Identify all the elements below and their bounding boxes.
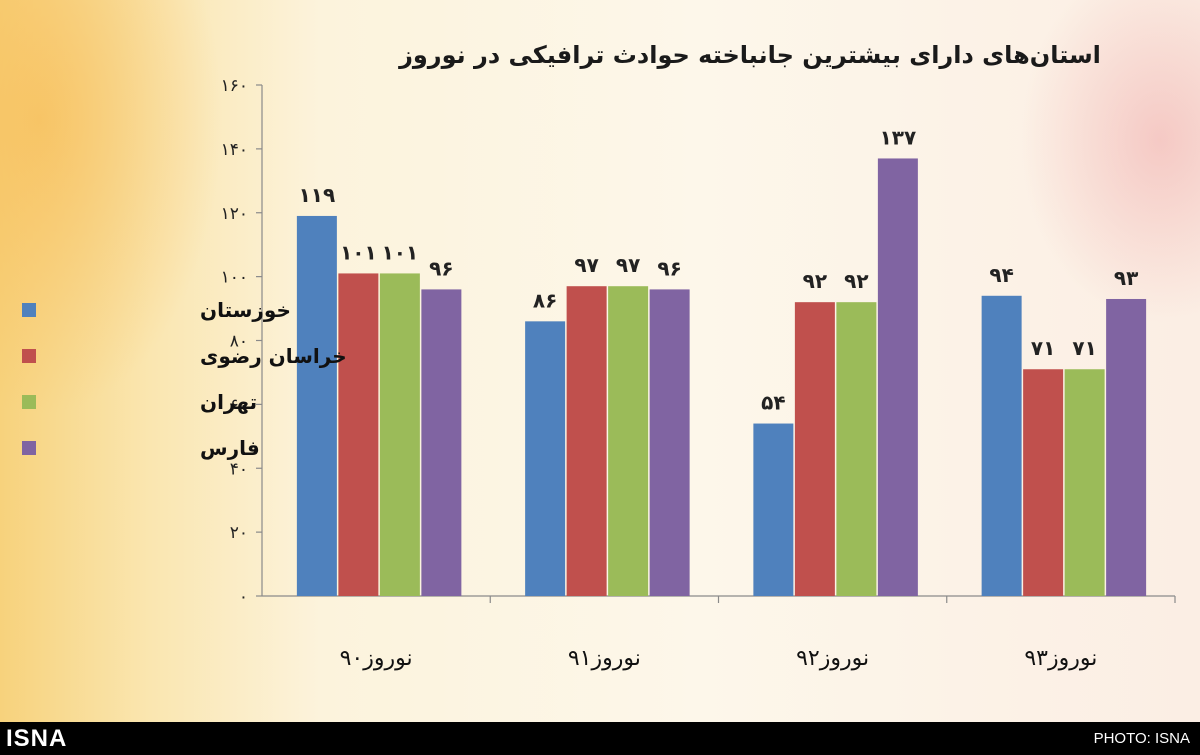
bar	[649, 289, 690, 596]
y-tick-label: ۸۰	[230, 332, 248, 352]
bar	[566, 286, 607, 596]
legend-label: فارس	[200, 436, 260, 460]
data-label: ۵۴	[761, 391, 785, 415]
data-label: ۹۲	[844, 269, 868, 293]
bar	[296, 215, 337, 596]
bar	[753, 423, 794, 596]
data-label: ۹۷	[616, 253, 640, 277]
data-label: ۱۳۷	[880, 125, 917, 149]
data-label: ۱۰۱	[382, 240, 419, 264]
bar-chart: استان‌های دارای بیشترین جانباخته حوادث ت…	[22, 41, 1176, 671]
y-tick-label: ۲۰	[230, 523, 248, 543]
data-label: ۷۱	[1072, 336, 1096, 360]
bar	[379, 273, 420, 596]
data-label: ۹۲	[803, 269, 827, 293]
isna-logo: ISNA	[6, 725, 68, 752]
footer-bar: ISNA PHOTO: ISNA	[0, 722, 1200, 755]
bar	[525, 321, 566, 596]
x-tick-label: نوروز۹۳	[1024, 646, 1097, 671]
bar	[981, 295, 1022, 596]
legend-swatch	[22, 395, 36, 409]
chart-title: استان‌های دارای بیشترین جانباخته حوادث ت…	[398, 41, 1101, 69]
legend-swatch	[22, 303, 36, 317]
bar	[608, 286, 649, 596]
data-label: ۱۱۹	[299, 183, 336, 207]
bar	[1106, 298, 1147, 596]
bar	[1023, 369, 1064, 596]
y-tick-label: ۱۲۰	[221, 204, 248, 224]
y-tick-label: ۴۰	[230, 459, 248, 479]
x-tick-label: نوروز۹۲	[796, 646, 869, 671]
data-label: ۹۴	[989, 263, 1013, 287]
data-label: ۷۱	[1031, 336, 1055, 360]
y-tick-label: ۶۰	[230, 395, 248, 415]
legend-label: خراسان رضوی	[200, 344, 347, 368]
legend-label: تهران	[200, 390, 257, 414]
data-label: ۱۰۱	[340, 240, 377, 264]
data-label: ۹۶	[657, 256, 681, 280]
data-label: ۹۶	[429, 256, 453, 280]
y-tick-label: ۱۰۰	[221, 268, 248, 288]
bar	[877, 158, 918, 597]
bar	[338, 273, 379, 596]
y-tick-label: ۰	[239, 587, 248, 607]
y-tick-label: ۱۴۰	[221, 140, 248, 160]
data-label: ۸۶	[533, 288, 557, 312]
data-label: ۹۳	[1114, 266, 1138, 290]
data-label: ۹۷	[574, 253, 598, 277]
bar	[1064, 369, 1105, 596]
x-tick-label: نوروز۹۰	[340, 646, 413, 671]
legend-label: خوزستان	[200, 298, 291, 322]
x-tick-label: نوروز۹۱	[568, 646, 641, 671]
bar	[836, 302, 877, 596]
legend-swatch	[22, 441, 36, 455]
photo-credit: PHOTO: ISNA	[1093, 730, 1190, 747]
legend-swatch	[22, 349, 36, 363]
bar	[794, 302, 835, 596]
bar	[421, 289, 462, 596]
y-tick-label: ۱۶۰	[221, 76, 248, 96]
